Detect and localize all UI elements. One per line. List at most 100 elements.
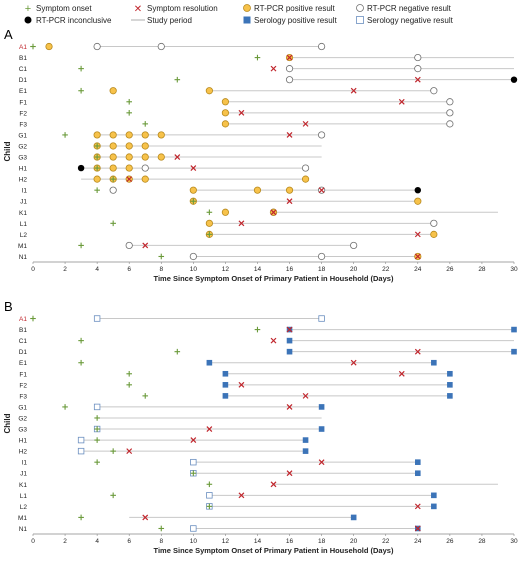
row-label: F1: [19, 99, 27, 106]
legend-item-onset: + Symptom onset: [25, 3, 93, 15]
row-label: C1: [19, 338, 28, 345]
symptom-onset-point: [78, 359, 84, 366]
row-label: B1: [19, 327, 27, 334]
symptom-onset-point: [78, 65, 84, 72]
panel-b: B Child A1 B1 C1 D1 E1 F1 F2 F3 G1 G2 G3 H1 H2 I1 J1 K1 L1…: [3, 299, 518, 555]
pcr-positive-point: [141, 142, 149, 150]
row-label: G3: [18, 427, 27, 434]
symptom-resolution-point: [286, 132, 293, 138]
serology-positive-point: [302, 448, 309, 454]
res-b: [190, 165, 197, 171]
x-tick-label: 28: [478, 266, 486, 273]
legend-item-serology-positive: Serology positive result: [243, 16, 337, 25]
row-label: L2: [20, 232, 28, 239]
symptom-resolution-point: [190, 437, 197, 443]
symptom-resolution-point: [270, 481, 277, 488]
res-b: [286, 198, 293, 205]
row-label: H1: [19, 166, 28, 173]
pcr-negative-point: [414, 53, 422, 62]
symptom-onset-point: [206, 503, 213, 510]
symptom-onset-point: [254, 326, 261, 333]
symptom-resolution-point: [126, 176, 133, 183]
row-label: F3: [19, 393, 27, 400]
serology-positive-point: [511, 326, 517, 333]
legend-item-pcr-inconclusive: RT-PCR inconclusive: [24, 16, 112, 25]
res-b: [350, 359, 357, 366]
pcr-positive-point: [221, 109, 229, 117]
symptom-onset-point: [94, 415, 100, 421]
pcr-positive-point: [125, 142, 133, 150]
symptom-resolution-point: [318, 459, 325, 466]
x-tick-label: 16: [286, 538, 294, 545]
pcr-positive-point: [157, 153, 165, 161]
x-tick-label: 12: [222, 538, 230, 545]
y-axis-title: Child: [3, 413, 12, 433]
pcr-positive-point: [141, 175, 149, 183]
legend-item-pcr-negative: RT-PCR negative result: [356, 4, 452, 13]
row-label: F3: [19, 121, 27, 128]
serology-negative-point: [190, 525, 197, 532]
symptom-resolution-point: [174, 154, 181, 160]
legend-pcr-inconclusive-label: RT-PCR inconclusive: [36, 16, 112, 25]
x-tick-label: 18: [318, 538, 326, 545]
pcr-positive-point: [205, 87, 213, 95]
pcr-negative-point: [93, 42, 101, 51]
pcr-positive-point: [109, 164, 117, 172]
res-b: [270, 65, 277, 72]
legend-study-period-label: Study period: [147, 16, 192, 25]
x-tick-label: 8: [159, 266, 163, 273]
symptom-resolution-point: [414, 348, 421, 355]
symptom-resolution-point: [270, 65, 277, 72]
res-b: [142, 242, 149, 249]
legend-item-resolution: ✕ Symptom resolution: [134, 4, 218, 15]
symptom-resolution-point: [398, 370, 405, 377]
symptom-onset-point: [206, 231, 213, 238]
legend-onset-marker: +: [25, 3, 31, 15]
serology-positive-point: [318, 404, 325, 410]
pcr-negative-point: [109, 186, 117, 194]
legend-serology-positive-label: Serology positive result: [254, 16, 337, 25]
row-label: G1: [18, 132, 27, 139]
panel-label: A: [4, 27, 13, 42]
x-tick-label: 20: [350, 538, 358, 545]
row-label: I1: [22, 188, 28, 195]
row-label: D1: [19, 77, 28, 84]
row-label: A1: [19, 44, 27, 51]
res-b: [414, 253, 421, 260]
symptom-resolution-point: [270, 209, 277, 216]
res-b: [286, 404, 293, 410]
symptom-onset-point: [94, 154, 100, 160]
res-b: [286, 132, 293, 138]
serology-positive-point: [222, 393, 229, 399]
symptom-onset-point: [78, 242, 84, 249]
serology-positive-point: [286, 337, 293, 344]
pcr-positive-point: [285, 186, 294, 194]
pcr-positive-point: [109, 142, 117, 150]
x-axis-title: Time Since Symptom Onset of Primary Pati…: [154, 274, 394, 283]
res-b: [350, 87, 357, 94]
symptom-resolution-point: [190, 165, 197, 171]
row-label: H2: [19, 177, 28, 184]
symptom-resolution-point: [302, 392, 309, 399]
pcr-negative-point: [141, 164, 149, 172]
res-b: [190, 437, 197, 443]
res-b: [238, 492, 245, 499]
x-tick-label: 6: [127, 266, 131, 273]
panel-label: B: [4, 299, 13, 314]
x-tick-label: 22: [382, 538, 390, 545]
symptom-onset-point: [142, 121, 149, 127]
symptom-onset-point: [126, 110, 132, 116]
serology-positive-point: [511, 348, 517, 355]
pcr-negative-point: [414, 65, 422, 73]
serology-negative-point: [318, 315, 325, 322]
row-label: L1: [20, 493, 28, 500]
symptom-resolution-point: [414, 231, 421, 238]
pcr-negative-point: [189, 252, 197, 261]
symptom-resolution-point: [318, 187, 325, 194]
res-b: [174, 154, 181, 160]
symptom-resolution-point: [238, 220, 245, 227]
row-label: G1: [18, 404, 27, 411]
pcr-negative-point: [446, 120, 454, 128]
serology-negative-point: [190, 458, 197, 466]
row-label: L2: [20, 504, 28, 511]
